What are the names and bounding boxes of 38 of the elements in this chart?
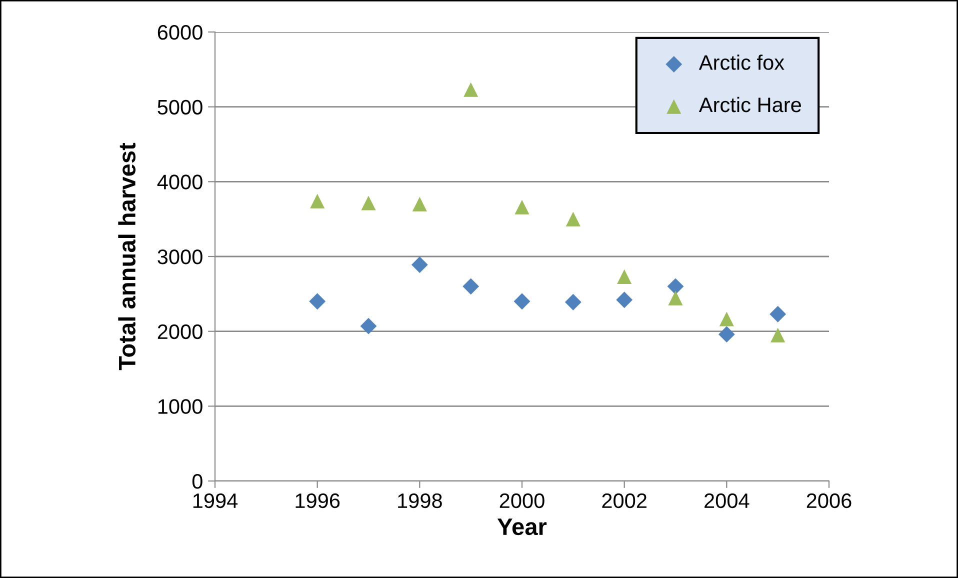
y-tick-label: 5000 [158,100,202,115]
point [514,293,530,310]
point [566,212,580,226]
point [718,326,735,343]
y-tick-label: 6000 [158,25,202,40]
point [514,200,530,214]
x-tick-label: 2000 [500,493,544,508]
y-tick-label: 3000 [158,250,202,264]
point [361,196,376,210]
point [411,256,428,273]
x-axis-title: Year [497,518,547,536]
y-tick-label: 1000 [158,399,202,414]
point [564,294,582,310]
legend-label: Arctic fox [698,54,784,70]
point [668,290,683,306]
point [464,82,478,97]
point [462,278,480,295]
point [412,196,427,212]
x-tick-label: 2004 [704,493,750,508]
point [616,292,633,308]
x-tick-label: 2006 [806,493,852,508]
y-tick-label: 2000 [158,324,202,340]
point [719,312,734,326]
point [309,293,326,310]
point [667,278,684,295]
x-tick-label: 1998 [398,493,442,508]
y-tick-label: 0 [192,474,202,489]
point [360,318,377,334]
legend-label: Arctic Hare [698,96,801,112]
y-axis-title: Total annual harvest [118,142,136,370]
x-tick-label: 2002 [602,493,646,508]
x-tick-label: 1994 [193,493,238,508]
point [310,194,325,208]
x-tick-label: 1996 [296,493,340,508]
point [770,328,786,342]
point [617,269,632,284]
point [770,306,786,322]
y-tick-label: 4000 [157,174,202,190]
